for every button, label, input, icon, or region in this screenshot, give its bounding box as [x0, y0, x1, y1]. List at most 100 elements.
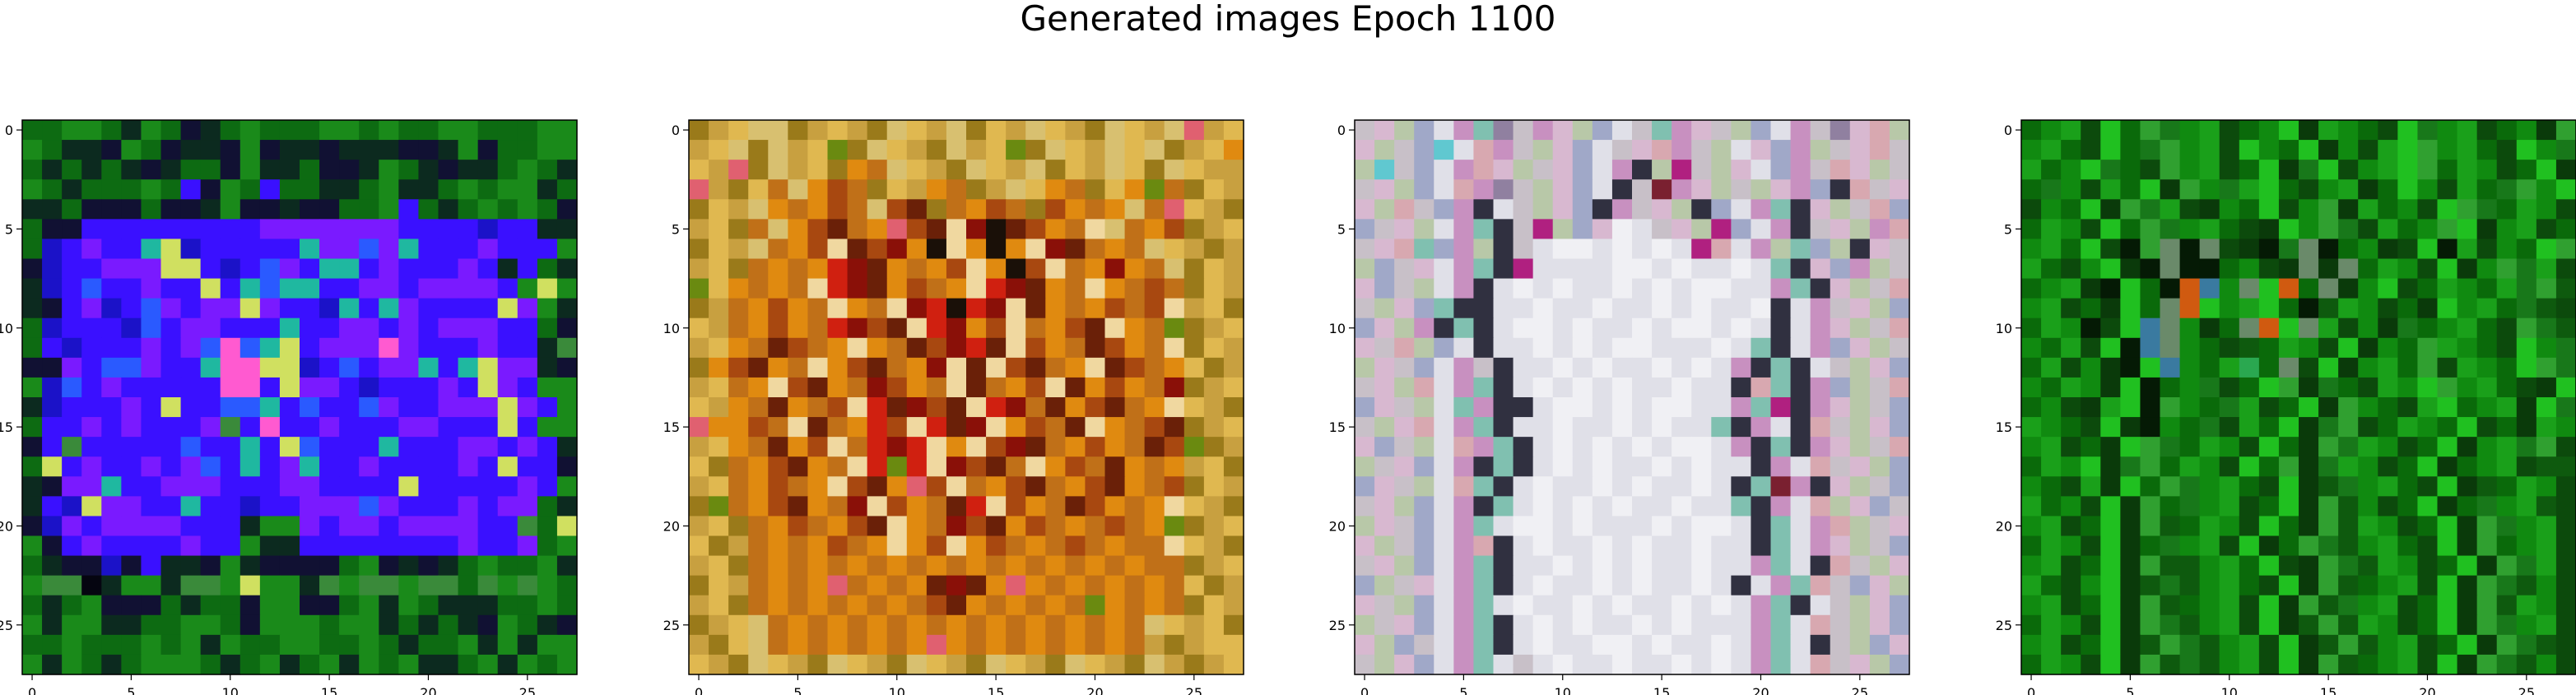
pixel-cell	[2378, 179, 2398, 200]
pixel-cell	[339, 456, 360, 477]
pixel-cell	[1611, 298, 1633, 319]
pixel-cell	[1711, 199, 1732, 220]
pixel-cell	[2457, 397, 2478, 418]
pixel-cell	[1672, 437, 1692, 457]
pixel-cell	[537, 179, 558, 200]
pixel-cell	[1183, 654, 1205, 675]
pixel-cell	[2457, 476, 2478, 497]
pixel-cell	[2160, 337, 2181, 359]
pixel-cell	[1473, 239, 1495, 260]
pixel-cell	[477, 437, 499, 457]
pixel-cell	[1532, 614, 1554, 636]
pixel-cell	[689, 654, 709, 675]
pixel-cell	[2120, 634, 2141, 656]
pixel-cell	[1552, 239, 1574, 260]
pixel-cell	[62, 199, 82, 220]
pixel-cell	[2160, 120, 2181, 141]
pixel-cell	[1025, 437, 1046, 457]
pixel-cell	[1532, 496, 1554, 517]
pixel-cell	[1434, 278, 1454, 299]
pixel-cell	[1632, 120, 1653, 141]
pixel-cell	[867, 337, 888, 359]
pixel-cell	[2140, 634, 2161, 656]
pixel-cell	[847, 278, 868, 299]
pixel-cell	[2219, 199, 2240, 220]
pixel-cell	[689, 496, 709, 517]
pixel-cell	[418, 417, 439, 438]
pixel-cell	[279, 555, 300, 577]
pixel-cell	[1592, 535, 1613, 557]
pixel-cell	[121, 219, 142, 240]
pixel-cell	[689, 437, 709, 457]
pixel-cell	[1085, 614, 1106, 636]
pixel-cell	[279, 654, 300, 675]
pixel-cell	[728, 535, 749, 557]
pixel-cell	[1203, 456, 1225, 477]
pixel-cell	[2239, 160, 2260, 180]
pixel-cell	[1572, 456, 1593, 477]
pixel-cell	[1731, 140, 1752, 160]
pixel-cell	[2555, 160, 2576, 180]
pixel-cell	[1104, 357, 1126, 378]
pixel-cell	[1632, 397, 1653, 418]
pixel-cell	[986, 516, 1007, 537]
pixel-cell	[847, 397, 868, 418]
pixel-cell	[2378, 239, 2398, 260]
pixel-cell	[1183, 437, 1205, 457]
pixel-cell	[42, 456, 63, 477]
pixel-cell	[1085, 120, 1106, 141]
pixel-cell	[259, 317, 281, 339]
pixel-cell	[2239, 516, 2260, 537]
pixel-cell	[1394, 298, 1415, 319]
pixel-cell	[458, 516, 479, 537]
pixel-cell	[2061, 654, 2081, 675]
pixel-cell	[42, 179, 63, 200]
pixel-cell	[1025, 337, 1046, 359]
pixel-cell	[1790, 614, 1811, 636]
pixel-cell	[22, 496, 43, 517]
pixel-cell	[537, 219, 558, 240]
x-tick-label: 10	[1555, 685, 1571, 695]
pixel-cell	[1672, 456, 1692, 477]
pixel-cell	[2239, 219, 2260, 240]
pixel-cell	[2179, 535, 2201, 557]
pixel-cell	[2516, 417, 2537, 438]
pixel-cell	[2338, 199, 2359, 220]
pixel-cell	[1085, 278, 1106, 299]
pixel-cell	[1025, 555, 1046, 577]
pixel-cell	[709, 437, 729, 457]
pixel-cell	[2160, 377, 2181, 398]
pixel-cell	[728, 140, 749, 160]
pixel-cell	[2457, 535, 2478, 557]
pixel-cell	[141, 140, 162, 160]
pixel-cell	[2021, 634, 2042, 656]
pixel-cell	[339, 516, 360, 537]
pixel-cell	[101, 120, 122, 141]
pixel-cell	[827, 317, 849, 339]
pixel-cell	[926, 120, 947, 141]
pixel-cell	[1355, 120, 1375, 141]
pixel-cell	[2318, 476, 2339, 497]
pixel-cell	[1183, 476, 1205, 497]
pixel-cell	[101, 516, 122, 537]
pixel-cell	[1025, 120, 1046, 141]
pixel-cell	[1889, 337, 1910, 359]
pixel-cell	[1414, 476, 1434, 497]
pixel-cell	[497, 140, 518, 160]
pixel-cell	[180, 535, 202, 557]
pixel-cell	[418, 437, 439, 457]
pixel-cell	[1414, 437, 1434, 457]
pixel-cell	[2140, 160, 2161, 180]
pixel-cell	[1414, 317, 1434, 339]
pixel-cell	[1572, 199, 1593, 220]
pixel-cell	[1203, 417, 1225, 438]
pixel-cell	[418, 496, 439, 517]
pixel-cell	[2358, 535, 2378, 557]
pixel-cell	[2457, 575, 2478, 596]
pixel-cell	[2417, 417, 2439, 438]
pixel-cell	[1711, 575, 1732, 596]
pixel-cell	[1869, 575, 1890, 596]
pixel-cell	[2536, 417, 2557, 438]
pixel-cell	[1572, 140, 1593, 160]
pixel-cell	[398, 417, 420, 438]
